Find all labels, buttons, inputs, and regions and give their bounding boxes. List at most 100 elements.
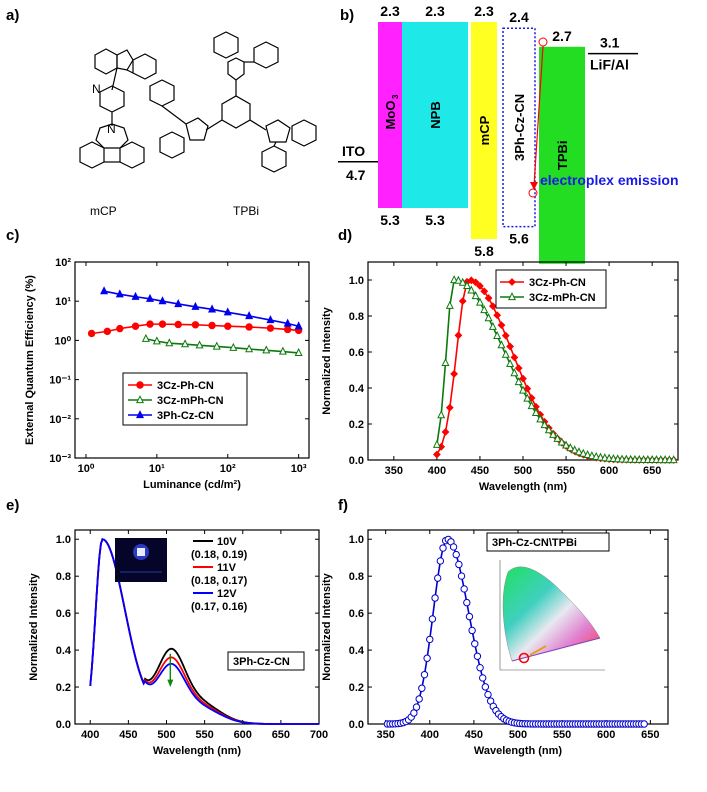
device-title: 3Ph-Cz-CN\TPBi xyxy=(492,537,577,549)
plot-frame xyxy=(74,529,320,725)
x-tick-label: 10² xyxy=(220,463,236,475)
data-point xyxy=(460,585,468,593)
x-tick-label: 400 xyxy=(428,465,446,477)
data-point xyxy=(458,297,467,306)
y-tick-label: 1.0 xyxy=(349,534,364,546)
data-point xyxy=(116,324,124,333)
data-point xyxy=(423,654,431,662)
x-tick-label: 350 xyxy=(385,465,403,477)
x-tick-label: 400 xyxy=(421,729,439,741)
x-tick-label: 350 xyxy=(376,729,394,741)
device-photo xyxy=(115,538,167,582)
data-point xyxy=(454,331,463,340)
data-point xyxy=(445,300,454,309)
data-point xyxy=(501,349,510,358)
y-axis-title: External Quantum Efficiency (%) xyxy=(24,275,36,445)
legend-cie: (0.18, 0.17) xyxy=(191,575,248,587)
data-point xyxy=(531,408,540,417)
data-point xyxy=(452,550,460,559)
legend-label: 3Ph-Cz-CN xyxy=(157,410,214,422)
panel-letter-c: c) xyxy=(6,227,19,244)
data-point xyxy=(224,322,232,330)
ito-label: ITO xyxy=(342,143,365,159)
data-point xyxy=(445,403,454,412)
data-point xyxy=(437,410,446,419)
data-point xyxy=(245,344,254,353)
data-point xyxy=(549,429,558,438)
data-point xyxy=(212,341,221,350)
y-tick-label: 10⁻³ xyxy=(49,453,71,465)
layer-npb xyxy=(402,22,468,208)
data-point xyxy=(158,296,167,305)
data-point xyxy=(208,321,216,330)
legend-label: 3Cz-mPh-CN xyxy=(529,292,596,304)
data-point xyxy=(458,277,467,286)
data-point xyxy=(669,455,678,464)
data-point xyxy=(562,440,571,449)
data-point xyxy=(514,377,523,386)
electroplex-arrow xyxy=(533,45,544,187)
x-tick-label: 550 xyxy=(553,729,571,741)
legend-label: 3Cz-mPh-CN xyxy=(157,395,224,407)
data-point xyxy=(473,652,482,660)
data-point xyxy=(174,320,182,329)
data-point xyxy=(476,663,484,672)
y-tick-label: 0.8 xyxy=(349,571,364,583)
data-point xyxy=(583,450,592,459)
x-tick-label: 650 xyxy=(643,465,661,477)
device-title-box xyxy=(486,532,610,552)
x-tick-label: 10⁰ xyxy=(78,463,95,475)
x-tick-label: 450 xyxy=(465,729,483,741)
panel-letter-f: f) xyxy=(338,497,348,514)
y-tick-label: 10¹ xyxy=(55,296,71,308)
x-tick-label: 500 xyxy=(514,465,532,477)
tpbi-label: TPBi xyxy=(233,204,259,218)
homo-value: 5.3 xyxy=(425,212,445,228)
data-point xyxy=(484,294,493,302)
data-point xyxy=(283,318,292,327)
data-point xyxy=(441,357,450,367)
data-point xyxy=(426,635,434,644)
legend: 3Cz-Ph-CN 3Cz-mPh-CN xyxy=(495,269,607,309)
y-tick-label: 10⁻¹ xyxy=(49,375,71,387)
data-point xyxy=(165,338,174,347)
y-tick-label: 0.4 xyxy=(349,383,365,395)
data-point xyxy=(158,320,167,328)
legend-label: 3Cz-Ph-CN xyxy=(529,277,586,289)
data-point xyxy=(432,450,441,459)
x-tick-label: 550 xyxy=(195,729,213,741)
data-point xyxy=(523,384,532,393)
lumo-value: 2.7 xyxy=(552,28,572,44)
legend-cie: (0.18, 0.19) xyxy=(191,549,248,561)
y-tick-label: 10⁰ xyxy=(54,335,71,347)
legend-cie: (0.17, 0.16) xyxy=(191,601,248,613)
ito-value: 4.7 xyxy=(346,167,366,183)
data-point xyxy=(439,544,447,552)
lumo-value: 2.4 xyxy=(509,9,529,25)
legend-marker xyxy=(135,410,145,419)
x-tick-label: 550 xyxy=(557,465,575,477)
homo-value: 5.3 xyxy=(380,212,400,228)
y-tick-label: 0.4 xyxy=(56,645,72,657)
data-point xyxy=(540,420,549,429)
data-point xyxy=(488,302,497,311)
data-point xyxy=(493,311,502,320)
data-point xyxy=(208,304,217,313)
legend: 3Cz-Ph-CN 3Cz-mPh-CN 3Ph-Cz-CN xyxy=(122,372,248,426)
data-point xyxy=(510,353,519,362)
data-point xyxy=(428,615,437,623)
energy-level-diagram: ITO 4.7 2.3 5.3 MoO 2.3 5.3 NPB 2.3 5.8 mCP 2.4 5.6 3… xyxy=(338,3,679,284)
x-tick-label: 650 xyxy=(641,729,659,741)
data-point xyxy=(450,369,459,378)
data-point xyxy=(476,282,484,290)
layer-name: MoO xyxy=(383,101,398,130)
data-point xyxy=(481,683,490,691)
data-point xyxy=(463,598,471,607)
x-tick-label: 10¹ xyxy=(149,463,165,475)
y-tick-label: 10⁻² xyxy=(49,414,71,426)
cie-pointer-arrow xyxy=(529,645,547,656)
legend-label: 3Cz-Ph-CN xyxy=(157,380,214,392)
y-tick-label: 10² xyxy=(55,257,71,269)
data-point xyxy=(191,321,200,329)
legend-marker xyxy=(507,292,517,301)
